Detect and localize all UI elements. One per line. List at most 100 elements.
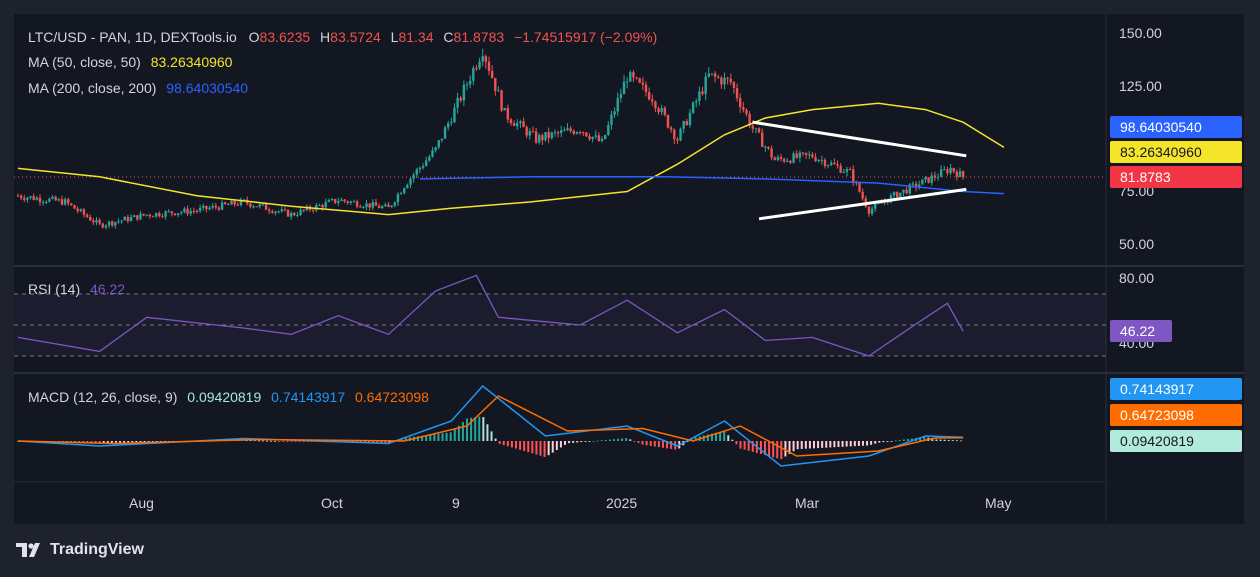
tradingview-icon: [16, 543, 40, 557]
macd-histogram-bar: [821, 441, 824, 448]
candle-body: [939, 169, 943, 177]
macd-histogram-bar: [445, 432, 448, 441]
symbol-label[interactable]: LTC/USD - PAN, 1D, DEXTools.io: [28, 29, 237, 45]
candle-body: [908, 184, 911, 194]
candle-body: [563, 130, 566, 132]
candle-body: [337, 201, 340, 203]
price-tick: 125.00: [1119, 78, 1162, 94]
candle-body: [418, 167, 422, 170]
macd-histogram-bar: [490, 431, 493, 441]
macd-histogram-bar: [147, 441, 150, 442]
macd-histogram-bar: [772, 441, 775, 458]
ma50-legend[interactable]: MA (50, close, 50) 83.26340960: [28, 54, 232, 70]
close-value: 81.8783: [453, 29, 505, 45]
candle-body: [921, 179, 924, 185]
candle-body: [346, 201, 349, 203]
tradingview-logo[interactable]: TradingView: [16, 541, 144, 559]
candle-body: [63, 199, 67, 205]
candle-body: [443, 127, 447, 139]
candle-body: [428, 156, 431, 161]
macd-histogram-bar: [923, 436, 926, 441]
candle-body: [566, 128, 569, 131]
macd-histogram-bar: [825, 441, 828, 448]
candle-body: [158, 212, 161, 217]
candle-body: [958, 171, 962, 177]
macd-legend[interactable]: MACD (12, 26, close, 9) 0.09420819 0.741…: [28, 389, 429, 405]
candle-body: [117, 221, 120, 223]
candle-body: [870, 208, 874, 214]
time-tick: Mar: [795, 495, 820, 511]
candle-body: [92, 220, 95, 223]
candle-body: [833, 162, 836, 165]
ma200-value: 98.64030540: [166, 80, 249, 96]
candle-body: [465, 84, 469, 86]
macd-histogram-bar: [510, 441, 513, 448]
candle-body: [798, 152, 802, 158]
candle-body: [54, 196, 57, 201]
candle-body: [720, 77, 723, 85]
macd-histogram-bar: [759, 441, 762, 454]
macd-histogram-bar: [853, 441, 856, 447]
macd-hist-tag: 0.09420819: [1110, 430, 1242, 452]
candle-body: [497, 90, 500, 92]
rsi-tick: 80.00: [1119, 270, 1155, 286]
candle-body: [713, 73, 717, 77]
candle-body: [657, 108, 660, 113]
chart-area[interactable]: [14, 14, 1244, 524]
candle-body: [123, 216, 126, 221]
candle-body: [472, 68, 475, 81]
candle-body: [676, 139, 679, 141]
macd-histogram-bar: [723, 431, 726, 441]
macd-histogram-bar: [886, 441, 889, 442]
high-label: H: [320, 29, 331, 45]
candle-body: [139, 213, 142, 220]
rsi-legend[interactable]: RSI (14) 46.22: [28, 281, 125, 297]
candle-body: [560, 130, 563, 134]
candle-body: [299, 209, 302, 215]
candle-body: [409, 178, 412, 185]
macd-signal-tag: 0.64723098: [1110, 404, 1242, 426]
candle-body: [729, 78, 732, 83]
macd-histogram-bar: [547, 441, 550, 456]
candle-body: [544, 131, 547, 141]
candle-body: [289, 213, 293, 217]
time-tick: 2025: [606, 495, 638, 511]
candle-body: [808, 154, 811, 156]
candle-body: [751, 125, 754, 129]
macd-histogram-bar: [278, 441, 281, 442]
candle-body: [23, 198, 26, 200]
macd-histogram-bar: [686, 441, 689, 443]
macd-histogram-bar: [808, 441, 811, 449]
macd-histogram-bar: [457, 425, 460, 441]
candle-body: [32, 196, 35, 200]
candle-body: [902, 189, 905, 193]
ohlc-legend: LTC/USD - PAN, 1D, DEXTools.io O83.6235 …: [28, 29, 657, 45]
macd-histogram-bar: [788, 441, 791, 454]
candle-body: [764, 146, 767, 148]
ma200-legend[interactable]: MA (200, close, 200) 98.64030540: [28, 80, 248, 96]
candle-body: [126, 216, 130, 222]
candle-body: [811, 154, 814, 158]
candle-body: [760, 132, 764, 148]
macd-histogram-bar: [486, 424, 489, 441]
candle-body: [412, 174, 415, 179]
candle-body: [660, 108, 663, 113]
candle-body: [330, 199, 334, 201]
candle-body: [198, 207, 202, 211]
candle-body: [324, 201, 327, 208]
candle-body: [933, 175, 937, 178]
candle-body: [41, 201, 45, 203]
candle-body: [286, 209, 290, 217]
macd-histogram-bar: [694, 437, 697, 441]
lower-trendline[interactable]: [758, 187, 967, 221]
macd-line-value: 0.74143917: [271, 389, 346, 405]
candle-body: [26, 197, 29, 200]
upper-trendline[interactable]: [752, 120, 967, 158]
candle-body: [858, 182, 861, 192]
macd-histogram-bar: [576, 441, 579, 443]
macd-histogram-bar: [139, 441, 142, 443]
macd-histogram-bar: [527, 441, 530, 453]
candle-body: [717, 76, 720, 78]
macd-histogram-bar: [127, 441, 130, 443]
